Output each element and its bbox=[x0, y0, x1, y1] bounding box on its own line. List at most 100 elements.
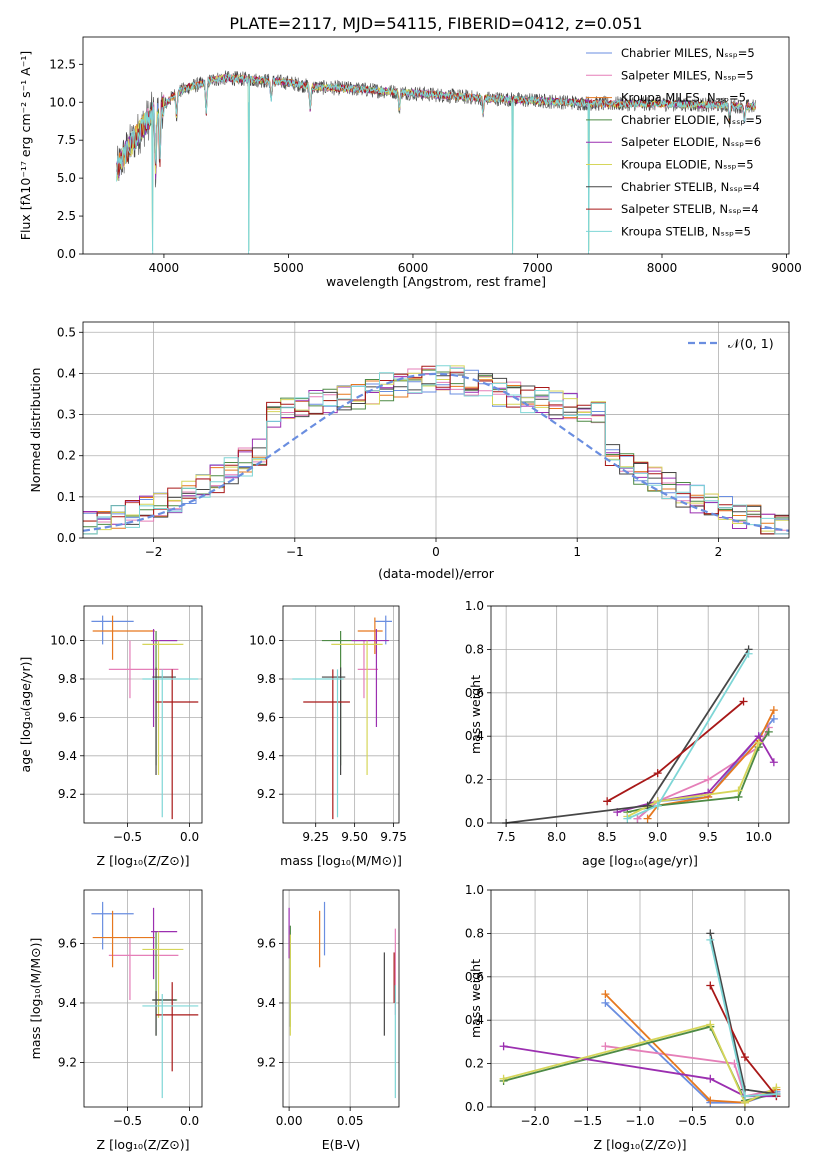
x-axis-label: Z [log₁₀(Z/Z⊙)] bbox=[594, 1137, 687, 1152]
x-tick-label: 8000 bbox=[647, 261, 678, 275]
x-tick-label: −0.5 bbox=[113, 830, 142, 844]
y-axis-label: Normed distribution bbox=[28, 368, 43, 493]
mass-weight-line bbox=[604, 993, 777, 1104]
x-axis-label: Z [log₁₀(Z/Z⊙)] bbox=[97, 853, 190, 868]
mass-weight-point bbox=[601, 990, 610, 999]
chart-mw_vs_Z: −2.0 −1.5 −1.0 −0.5 0.0 0.0 0.2 0.4 0.6 0.8 1.0 Z [… bbox=[465, 883, 790, 1152]
mass-weight-point bbox=[643, 801, 652, 810]
y-tick-label: 10.0 bbox=[50, 634, 77, 648]
mass-weight-line bbox=[503, 1045, 777, 1098]
x-tick-label: −2.0 bbox=[521, 1114, 550, 1128]
y-tick-label: 0.0 bbox=[465, 1100, 484, 1114]
x-tick-label: 2 bbox=[715, 545, 723, 559]
y-tick-label: 0.0 bbox=[57, 531, 76, 545]
mass-weight-point bbox=[601, 998, 610, 1007]
x-axis-label: Z [log₁₀(Z/Z⊙)] bbox=[97, 1137, 190, 1152]
y-tick-label: 0.8 bbox=[465, 642, 484, 656]
x-tick-label: −0.5 bbox=[113, 1114, 142, 1128]
mass-weight-point bbox=[603, 797, 612, 806]
figure-title: PLATE=2117, MJD=54115, FIBERID=0412, z=0… bbox=[229, 14, 642, 33]
y-axis-label: mass weight bbox=[468, 675, 483, 754]
x-tick-label: 10.0 bbox=[745, 830, 772, 844]
x-tick-label: 1 bbox=[573, 545, 581, 559]
y-tick-label: 1.0 bbox=[465, 883, 484, 897]
legend-entry: Chabrier STELIB, Nₛₛₚ=4 bbox=[621, 180, 760, 194]
x-tick-label: 6000 bbox=[398, 261, 429, 275]
legend-entry: Salpeter ELODIE, Nₛₛₚ=6 bbox=[621, 135, 761, 149]
y-tick-label: 9.4 bbox=[257, 996, 276, 1010]
x-tick-label: −1 bbox=[286, 545, 304, 559]
mass-weight-point bbox=[764, 727, 773, 736]
legend-entry: Salpeter STELIB, Nₛₛₚ=4 bbox=[621, 202, 759, 216]
y-tick-label: 0.6 bbox=[465, 970, 484, 984]
y-tick-label: 0.0 bbox=[465, 816, 484, 830]
x-tick-label: 9.5 bbox=[699, 830, 718, 844]
mass-weight-line bbox=[709, 939, 777, 1098]
mass-weight-point bbox=[499, 1074, 508, 1083]
y-tick-label: 7.5 bbox=[57, 133, 76, 147]
x-tick-label: 9.75 bbox=[380, 830, 407, 844]
y-tick-label: 0.2 bbox=[465, 773, 484, 787]
y-axis-label: Flux [fλ10⁻¹⁷ erg cm⁻² s⁻¹ A⁻¹] bbox=[18, 51, 33, 240]
legend-entry: 𝒩(0, 1) bbox=[728, 336, 774, 351]
y-tick-label: 9.6 bbox=[257, 937, 276, 951]
y-tick-label: 9.4 bbox=[58, 749, 77, 763]
mass-weight-point bbox=[706, 1074, 715, 1083]
y-tick-label: 0.6 bbox=[465, 686, 484, 700]
mass-weight-point bbox=[633, 814, 642, 823]
chart-spectrum: 4000 5000 6000 7000 8000 9000 0.0 2.5 5.0 7.5 10.0… bbox=[18, 36, 802, 289]
x-tick-label: 8.5 bbox=[598, 830, 617, 844]
chart-residuals: −2 −1 0 1 2 0.0 0.1 0.2 0.3 0.4 0.5 (data-model)/er… bbox=[28, 321, 790, 581]
mass-weight-point bbox=[653, 769, 662, 778]
y-tick-label: 9.2 bbox=[58, 1055, 77, 1069]
y-tick-label: 9.6 bbox=[58, 710, 77, 724]
mass-weight-point bbox=[704, 775, 713, 784]
mass-weight-point bbox=[734, 786, 743, 795]
legend-entry: Salpeter MILES, Nₛₛₚ=5 bbox=[621, 68, 754, 82]
mass-weight-line bbox=[627, 731, 770, 813]
y-tick-label: 0.4 bbox=[465, 729, 484, 743]
y-tick-label: 0.2 bbox=[465, 1057, 484, 1071]
legend-entry: Chabrier ELODIE, Nₛₛₚ=5 bbox=[621, 113, 762, 127]
mass-weight-point bbox=[754, 738, 763, 747]
y-tick-label: 1.0 bbox=[465, 599, 484, 613]
x-tick-label: 9.25 bbox=[302, 830, 329, 844]
chart-mw_vs_age: 7.5 8.0 8.5 9.0 9.5 10.0 0.0 0.2 0.4 0.6 0.8 1.0 age… bbox=[465, 599, 790, 868]
mass-weight-point bbox=[744, 649, 753, 658]
y-tick-label: 2.5 bbox=[57, 209, 76, 223]
x-tick-label: 0.0 bbox=[735, 1114, 754, 1128]
axes-frame bbox=[82, 36, 790, 255]
y-axis-label: mass [log₁₀(M/M⊙)] bbox=[28, 938, 43, 1060]
y-tick-label: 9.4 bbox=[257, 749, 276, 763]
y-tick-label: 9.8 bbox=[257, 672, 276, 686]
y-tick-label: 5.0 bbox=[57, 171, 76, 185]
x-tick-label: −1.0 bbox=[625, 1114, 654, 1128]
residual-histogram bbox=[83, 365, 789, 535]
x-axis-label: (data-model)/error bbox=[378, 566, 495, 581]
x-axis-label: age [log₁₀(age/yr)] bbox=[582, 853, 698, 868]
mass-weight-point bbox=[601, 1042, 610, 1051]
x-tick-label: 0.0 bbox=[180, 1114, 199, 1128]
x-tick-label: 0.00 bbox=[276, 1114, 303, 1128]
y-tick-label: 0.8 bbox=[465, 926, 484, 940]
legend-entry: Chabrier MILES, Nₛₛₚ=5 bbox=[621, 46, 755, 60]
mass-weight-line bbox=[605, 1045, 777, 1098]
y-tick-label: 0.2 bbox=[57, 449, 76, 463]
y-tick-label: 0.1 bbox=[57, 490, 76, 504]
axes-frame bbox=[282, 889, 400, 1108]
legend-entry: Kroupa STELIB, Nₛₛₚ=5 bbox=[621, 224, 751, 238]
y-tick-label: 10.0 bbox=[249, 634, 276, 648]
x-tick-label: −1.5 bbox=[573, 1114, 602, 1128]
x-axis-label: wavelength [Angstrom, rest frame] bbox=[326, 274, 546, 289]
legend-entry: Kroupa MILES, Nₛₛₚ=5 bbox=[621, 91, 746, 105]
mass-weight-point bbox=[769, 758, 778, 767]
x-tick-label: −0.5 bbox=[678, 1114, 707, 1128]
mass-weight-line bbox=[626, 742, 760, 818]
x-tick-label: −2 bbox=[145, 545, 163, 559]
spectrum-series-line bbox=[116, 73, 756, 252]
y-axis-label: age [log₁₀(age/yr)] bbox=[18, 657, 33, 773]
mass-weight-point bbox=[499, 1042, 508, 1051]
x-tick-label: 5000 bbox=[273, 261, 304, 275]
x-tick-label: 0.05 bbox=[337, 1114, 364, 1128]
y-tick-label: 0.0 bbox=[57, 247, 76, 261]
